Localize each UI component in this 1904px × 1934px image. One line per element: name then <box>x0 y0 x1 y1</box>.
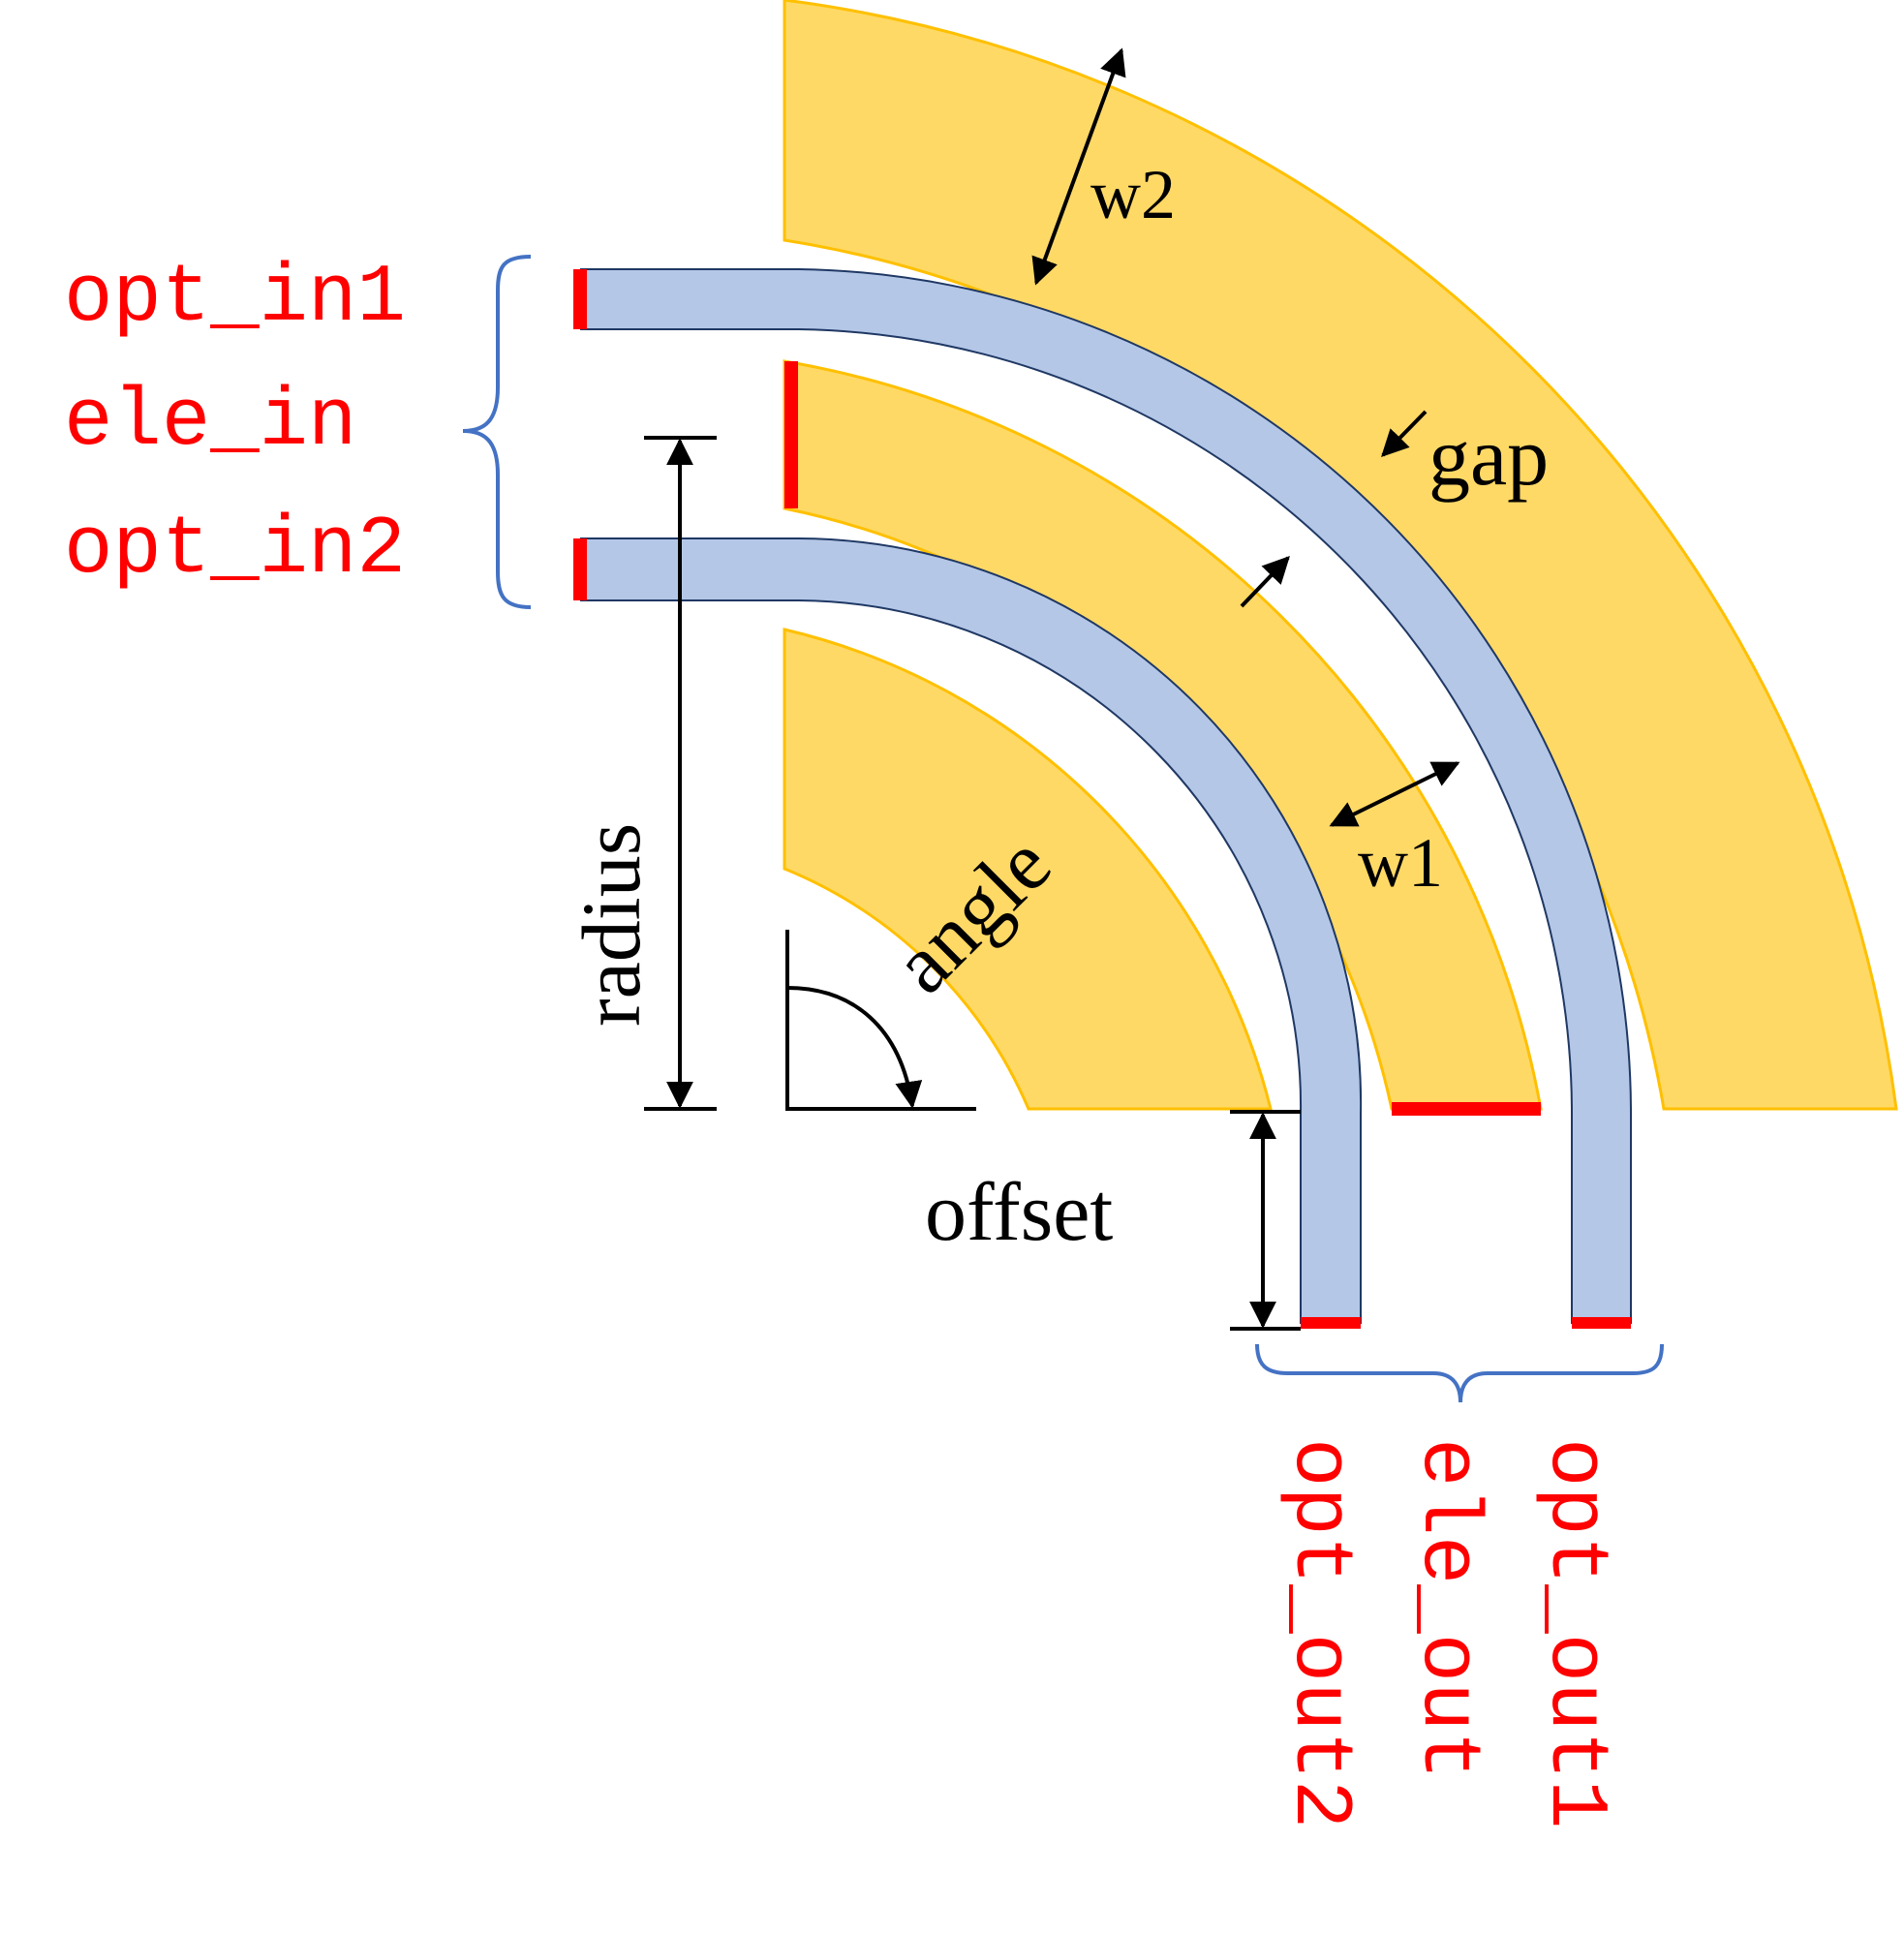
input-brace <box>462 255 532 609</box>
label-radius: radius <box>565 823 658 1027</box>
label-opt-out2: opt_out2 <box>1273 1438 1365 1828</box>
label-w2: w2 <box>1090 156 1176 233</box>
label-opt-in2: opt_in2 <box>64 505 406 597</box>
w2-arrow <box>1031 47 1126 286</box>
label-offset: offset <box>925 1165 1113 1258</box>
label-ele-in: ele_in <box>64 377 356 469</box>
label-w1: w1 <box>1358 824 1443 902</box>
angle-arc <box>786 986 923 1109</box>
port-ele-in <box>784 361 798 508</box>
port-ele-out <box>1392 1102 1541 1116</box>
gap-arrow-outer <box>1381 410 1428 458</box>
label-opt-out1: opt_out1 <box>1528 1438 1620 1828</box>
port-opt-out2 <box>1301 1317 1361 1329</box>
label-ele-out: ele_out <box>1400 1438 1492 1780</box>
output-brace <box>1255 1343 1664 1403</box>
gap-arrow-inner <box>1240 555 1290 608</box>
port-opt-out1 <box>1572 1317 1631 1329</box>
label-opt-in1: opt_in1 <box>64 253 406 345</box>
label-gap: gap <box>1428 410 1549 503</box>
inner-electrode <box>783 628 1273 1111</box>
port-opt-in1 <box>573 269 587 329</box>
port-opt-in2 <box>573 538 587 600</box>
w1-arrow <box>1329 761 1460 827</box>
